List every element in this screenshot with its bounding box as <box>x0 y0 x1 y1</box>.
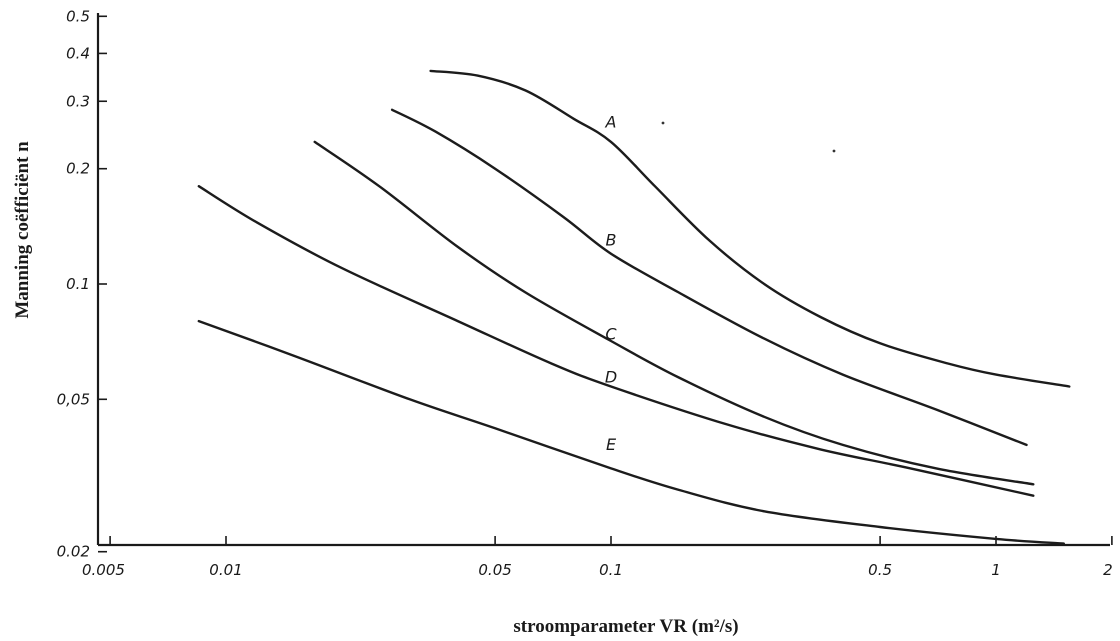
x-tick-label: 0.05 <box>478 561 511 579</box>
curve-b <box>390 108 1028 447</box>
y-ticks: 0.02 0,05 0.1 0.2 0.3 0.4 0.5 <box>57 7 107 561</box>
y-tick-label: 0.02 <box>57 543 90 561</box>
curve-labels: A B C D E <box>605 113 618 454</box>
y-tick-label: 0.3 <box>66 92 90 110</box>
y-tick-label: 0.5 <box>66 7 90 25</box>
y-tick-label: 0,05 <box>57 390 90 408</box>
y-tick-label: 0.4 <box>66 44 90 62</box>
curves <box>197 69 1071 545</box>
curve-label-a: A <box>605 113 617 132</box>
curve-a <box>429 69 1071 388</box>
scan-speck <box>832 149 836 153</box>
y-tick-label: 0.2 <box>66 160 90 178</box>
x-tick-label: 0.1 <box>599 561 623 579</box>
curve-label-c: C <box>605 324 617 343</box>
curve-label-d: D <box>605 367 617 386</box>
curve-d <box>197 185 1035 497</box>
curve-label-e: E <box>606 435 617 454</box>
y-tick-label: 0.1 <box>66 275 90 293</box>
x-tick-label: 2 <box>1103 561 1113 579</box>
scan-speck <box>661 121 665 125</box>
x-tick-label: 0.5 <box>868 561 892 579</box>
x-axis-title: stroomparameter VR (m²/s) <box>513 616 738 637</box>
x-tick-label: 0.01 <box>209 561 242 579</box>
x-tick-label: 1 <box>991 561 1001 579</box>
curve-label-b: B <box>606 231 617 250</box>
curve-c <box>313 140 1035 486</box>
x-tick-label: 0.005 <box>82 561 125 579</box>
x-ticks: 0.005 0.01 0.05 0.1 0.5 1 2 <box>82 536 1113 579</box>
curve-e <box>197 319 1065 545</box>
y-axis-title: Manning coëfficiënt n <box>12 141 33 319</box>
